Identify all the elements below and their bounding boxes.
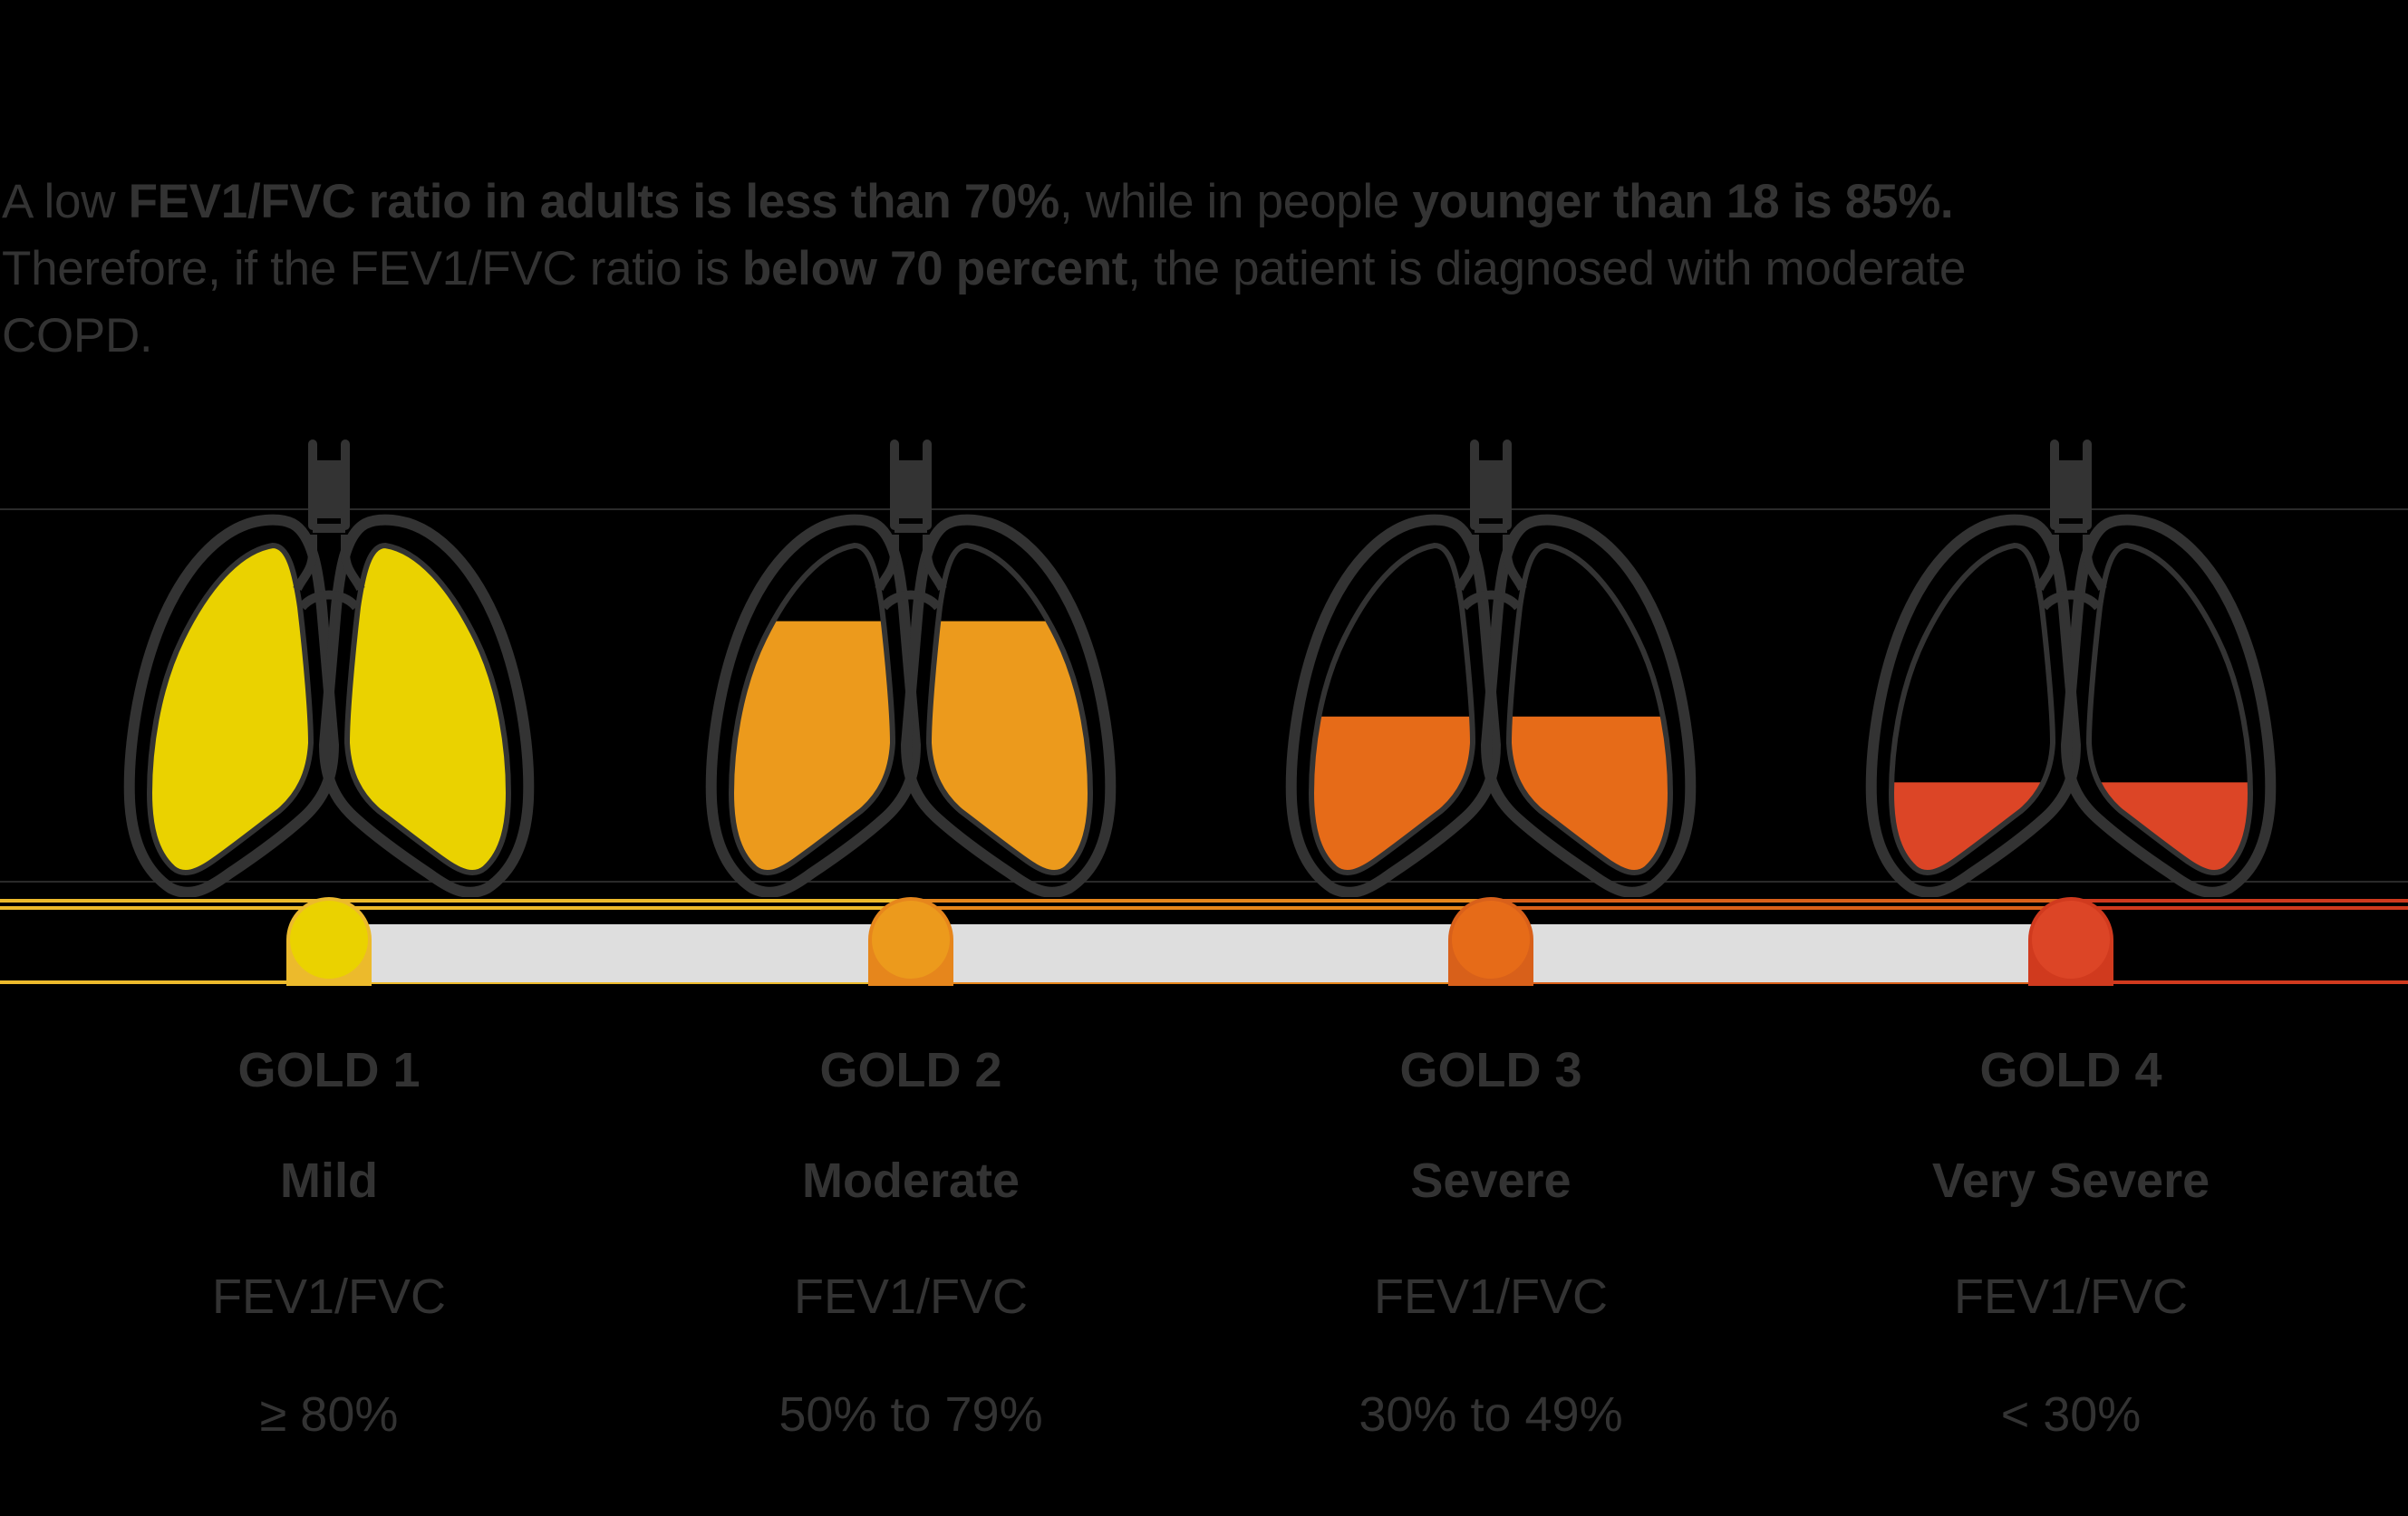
intro-line-1: A low FEV1/FVC ratio in adults is less t… <box>2 175 1954 228</box>
stage-range-label: ≥ 80% <box>259 1387 399 1442</box>
progress-rail <box>1477 906 2057 910</box>
intro-text: , while in people <box>1059 175 1413 228</box>
stage-marker-dot <box>286 897 372 982</box>
progress-rail <box>897 899 1477 903</box>
progress-rail <box>0 906 897 910</box>
progress-track-segment <box>947 924 1455 982</box>
lung-fill <box>2098 782 2250 874</box>
intro-emphasis: FEV1/FVC ratio in adults is less than 70… <box>128 175 1060 228</box>
progress-track-segment <box>365 924 875 982</box>
progress-track-segment <box>1527 924 2035 982</box>
lungs-icon <box>1273 426 1708 898</box>
guide-line-bottom <box>0 881 2408 883</box>
progress-rail <box>0 980 897 984</box>
lung-fill <box>1509 716 1670 874</box>
guide-line-top <box>0 508 2408 510</box>
trachea-icon <box>2035 439 2107 611</box>
intro-paragraph: A low FEV1/FVC ratio in adults is less t… <box>2 169 2358 370</box>
lung-fill <box>1891 782 2044 874</box>
stage-marker-dot <box>2028 897 2113 982</box>
stage-range-label: 50% to 79% <box>778 1387 1043 1442</box>
lungs-icon <box>1853 426 2288 898</box>
stage-metric-label: FEV1/FVC <box>1373 1270 1609 1324</box>
progress-rail <box>2057 899 2408 903</box>
intro-text: COPD. <box>2 309 153 362</box>
stage-metric-label: FEV1/FVC <box>211 1270 447 1324</box>
stage-marker-dot <box>1448 897 1533 982</box>
intro-text: , the patient is diagnosed with moderate <box>1127 242 1967 295</box>
stage-severity-label: Moderate <box>801 1154 1020 1208</box>
lungs-icon <box>111 426 546 898</box>
lung-fill <box>1311 716 1473 874</box>
intro-emphasis: younger than 18 is 85%. <box>1412 175 1954 228</box>
intro-emphasis: below 70 percent <box>741 242 1128 295</box>
progress-rail <box>2057 980 2408 984</box>
stage-metric-label: FEV1/FVC <box>1953 1270 2189 1324</box>
lung-fill <box>731 621 893 874</box>
stage-severity-label: Mild <box>280 1154 378 1208</box>
stage-range-label: 30% to 49% <box>1359 1387 1623 1442</box>
trachea-icon <box>293 439 365 611</box>
progress-rail <box>1477 899 2057 903</box>
lungs-icon <box>693 426 1128 898</box>
stage-gold-label: GOLD 4 <box>1979 1043 2162 1097</box>
stage-gold-label: GOLD 1 <box>237 1043 421 1097</box>
lung-fill <box>929 621 1090 874</box>
stage-severity-label: Severe <box>1410 1154 1571 1208</box>
stage-gold-label: GOLD 2 <box>819 1043 1002 1097</box>
intro-text: Therefore, if the FEV1/FVC ratio is <box>2 242 742 295</box>
stage-gold-label: GOLD 3 <box>1399 1043 1582 1097</box>
intro-line-2: Therefore, if the FEV1/FVC ratio is belo… <box>2 242 1966 295</box>
stage-range-label: < 30% <box>2000 1387 2142 1442</box>
trachea-icon <box>875 439 947 611</box>
intro-line-3: COPD. <box>2 309 153 362</box>
progress-rail <box>897 906 1477 910</box>
progress-rail <box>1477 980 2057 984</box>
stage-severity-label: Very Severe <box>1931 1154 2210 1208</box>
severity-progress-track <box>0 897 2408 988</box>
trachea-icon <box>1455 439 1527 611</box>
stage-marker-dot <box>868 897 953 982</box>
intro-text: A low <box>2 175 129 228</box>
progress-rail <box>897 980 1477 984</box>
progress-rail <box>2057 906 2408 910</box>
stage-metric-label: FEV1/FVC <box>793 1270 1029 1324</box>
progress-rail <box>0 899 897 903</box>
